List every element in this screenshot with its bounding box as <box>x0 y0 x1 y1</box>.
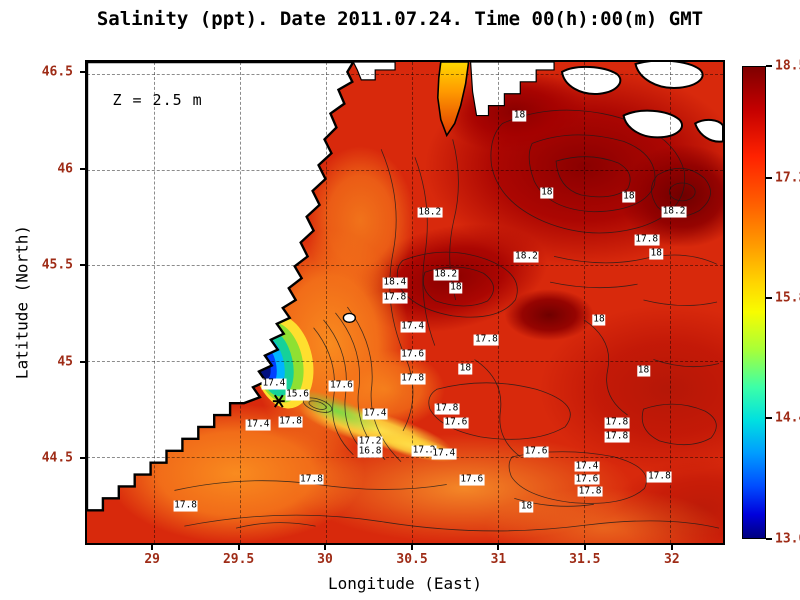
x-tick-label: 29 <box>144 552 161 567</box>
contour-label: 17.8 <box>646 470 672 483</box>
plot-title: Salinity (ppt). Date 2011.07.24. Time 00… <box>96 8 704 30</box>
colorbar-tick-label: 14.4 <box>775 410 800 426</box>
coastal-lake <box>342 312 357 324</box>
x-tick-label: 29.5 <box>222 552 255 567</box>
x-tick-mark <box>583 545 586 550</box>
y-tick-label: 45.5 <box>41 257 73 273</box>
contour-label: 17.8 <box>577 485 603 497</box>
contour-label: 17.8 <box>278 415 303 428</box>
contour-label: 17.8 <box>604 430 630 443</box>
contour-label: 18 <box>636 364 651 377</box>
x-tick-mark <box>324 545 326 550</box>
contour-label: 17.2 <box>411 444 437 457</box>
contour-label: 17.8 <box>434 402 460 415</box>
x-tick-mark <box>237 545 240 550</box>
x-tick-mark <box>151 545 154 550</box>
colorbar-tick-mark <box>766 417 772 420</box>
colorbar-tick-label: 13.0 <box>775 531 800 547</box>
x-tick-label: 31 <box>490 552 507 567</box>
y-tick-label: 46 <box>57 161 73 177</box>
contour-label: 17.8 <box>400 372 426 385</box>
contour-label: 15.6 <box>285 388 310 401</box>
x-tick-label: 32 <box>664 552 680 567</box>
plot-area: 18 18.2 18 18 18.2 17.8 18 18.2 18.2 18.4 18 17.8 18… <box>85 60 725 545</box>
colorbar-tick-mark <box>766 176 772 179</box>
contour-label: 17.8 <box>173 499 199 512</box>
contour-label: 17.8 <box>299 473 324 485</box>
contour-label: 18.2 <box>417 206 443 219</box>
island-3 <box>622 109 683 139</box>
contour-label: 17.6 <box>400 348 426 361</box>
contour-labels: 18 18.2 18 18 18.2 17.8 18 18.2 18.2 18.4 18 17.8 18… <box>87 62 723 543</box>
contour-label: 17.4 <box>574 460 600 472</box>
x-tick-label: 30 <box>317 552 333 567</box>
contour-label: 18.2 <box>433 268 459 281</box>
y-tick-mark <box>80 167 85 170</box>
x-axis: 29 29.5 30 30.5 31 31.5 32 <box>85 545 725 573</box>
y-tick-mark <box>80 71 85 74</box>
colorbar: 18.5 17.2 15.8 14.4 13.0 <box>742 59 800 547</box>
contour-label: 16.8 <box>357 445 383 458</box>
contour-label: 18 <box>592 313 606 326</box>
contour-label: 17.4 <box>261 377 287 390</box>
contour-label: 17.6 <box>523 445 549 458</box>
peninsula-wedge <box>469 62 555 117</box>
contour-label: 17.4 <box>431 448 457 460</box>
y-tick-label: 44.5 <box>41 450 73 466</box>
contour-label: 18 <box>519 500 534 513</box>
y-axis: 46.5 46 45.5 45 44.5 <box>0 60 85 545</box>
island-1 <box>560 65 622 95</box>
contour-label: 18 <box>512 109 527 122</box>
contour-label: 18 <box>458 362 473 375</box>
estuary-channel <box>436 62 470 138</box>
island-4 <box>693 118 723 143</box>
depth-annotation: Z = 2.5 m <box>112 90 203 109</box>
colorbar-gradient <box>742 66 766 539</box>
contour-label: 17.6 <box>443 416 469 429</box>
colorbar-tick-label: 17.2 <box>775 170 800 186</box>
contour-label: 18 <box>622 190 636 203</box>
contour-label: 17.2 <box>357 435 383 448</box>
contour-label: 17.8 <box>473 334 499 346</box>
contour-label: 18 <box>449 281 463 294</box>
contour-label: 17.4 <box>400 320 426 333</box>
contour-label: 17.8 <box>634 233 660 246</box>
contour-label: 18 <box>649 247 663 260</box>
land <box>87 62 723 512</box>
contour-label: 17.6 <box>328 379 354 392</box>
contour-label: 18.2 <box>661 205 687 218</box>
colorbar-labels: 18.5 17.2 15.8 14.4 13.0 <box>742 59 800 547</box>
y-tick-mark <box>80 264 85 267</box>
contour-label: 18 <box>540 186 554 199</box>
colorbar-tick-label: 18.5 <box>775 58 800 74</box>
x-tick-label: 31.5 <box>569 552 601 567</box>
contour-label: 18.4 <box>382 276 408 289</box>
contour-label: 17.6 <box>459 474 485 486</box>
y-tick-mark <box>80 457 85 460</box>
coast-step-patch <box>352 62 396 81</box>
contour-label: 17.4 <box>362 407 388 420</box>
x-tick-mark <box>670 545 673 550</box>
x-tick-mark <box>497 545 500 550</box>
x-tick-label: 30.5 <box>396 552 428 567</box>
colorbar-tick-label: 15.8 <box>775 290 800 306</box>
mainland <box>87 62 355 512</box>
island-2 <box>634 62 704 89</box>
y-tick-label: 45 <box>57 354 73 370</box>
contour-label: 17.8 <box>604 416 630 429</box>
contour-label: 17.8 <box>382 291 408 304</box>
salinity-field-map <box>87 62 723 543</box>
x-tick-mark <box>411 545 414 550</box>
colorbar-tick-mark <box>766 65 772 67</box>
contour-label: 17.4 <box>245 418 271 431</box>
contour-label: 18.2 <box>514 250 539 263</box>
station-marker <box>272 394 285 408</box>
x-axis-label: Longitude (East) <box>327 574 483 593</box>
colorbar-tick-mark <box>766 538 772 540</box>
y-tick-mark <box>80 360 85 363</box>
contour-label: 17.6 <box>574 473 600 485</box>
colorbar-tick-mark <box>766 297 772 300</box>
y-tick-label: 46.5 <box>41 64 73 80</box>
